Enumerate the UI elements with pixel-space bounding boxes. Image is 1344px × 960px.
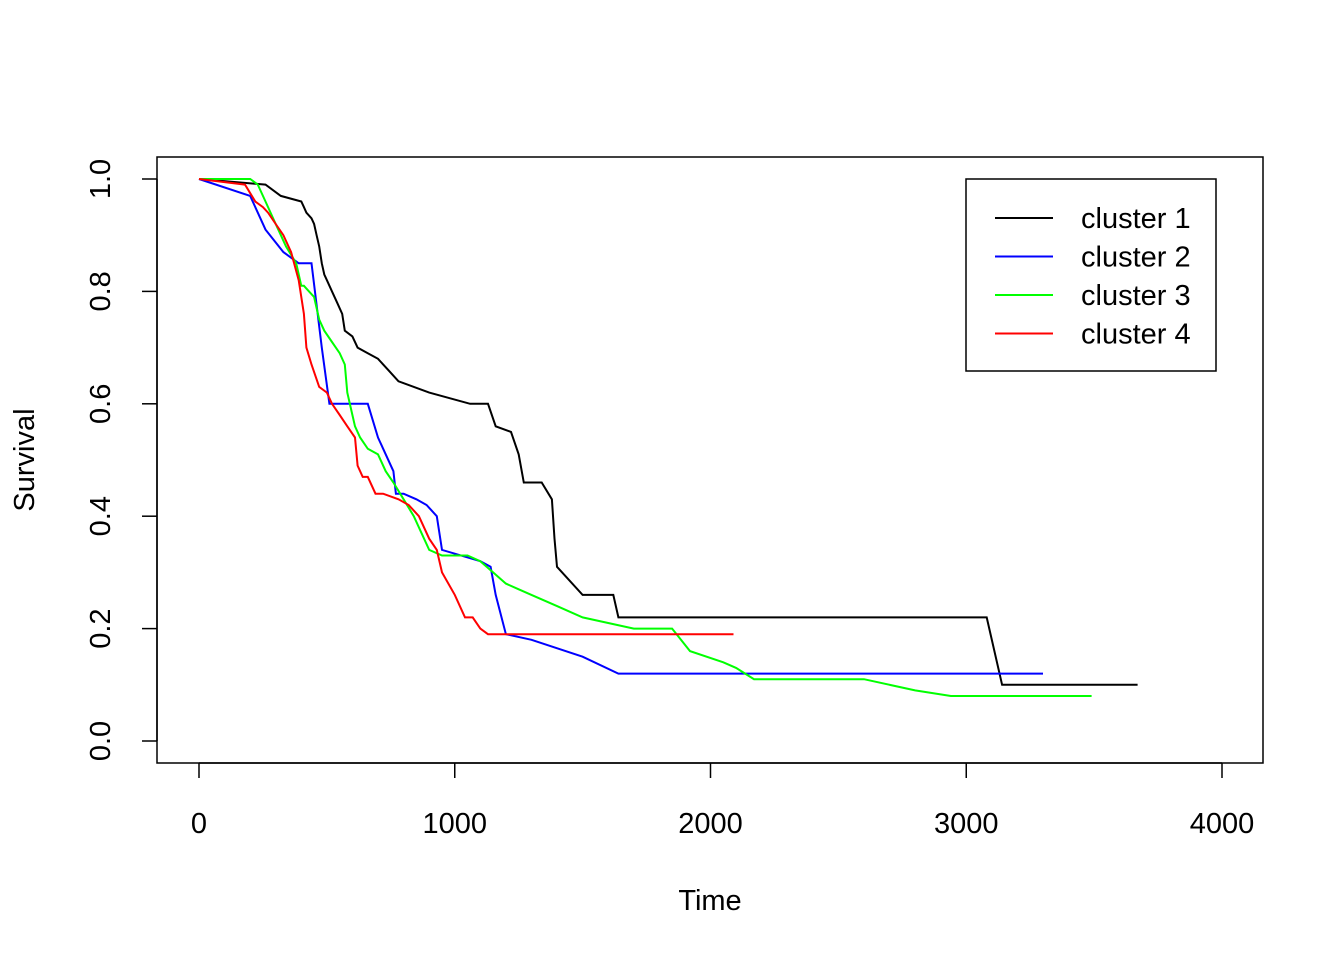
y-tick-label: 1.0: [85, 159, 117, 199]
legend-items: cluster 1 cluster 2 cluster 3 cluster 4: [995, 203, 1191, 351]
series-line-cluster-2: [198, 178, 1043, 675]
legend: cluster 1 cluster 2 cluster 3 cluster 4: [965, 178, 1217, 372]
legend-label-cluster-2: cluster 2: [1081, 242, 1191, 274]
y-tick-label: 0.2: [85, 608, 117, 648]
series-line-cluster-1: [198, 178, 1138, 686]
legend-label-cluster-1: cluster 1: [1081, 203, 1191, 235]
x-tick-label: 3000: [934, 808, 999, 840]
x-tick-label: 1000: [422, 808, 487, 840]
legend-box: [965, 178, 1217, 372]
series-line-cluster-3: [199, 178, 1092, 697]
legend-label-cluster-4: cluster 4: [1081, 319, 1191, 351]
y-axis-label: Survival: [9, 408, 41, 511]
x-tick-label: 0: [191, 808, 207, 840]
y-tick-label: 0.8: [85, 271, 117, 311]
legend-label-cluster-3: cluster 3: [1081, 280, 1191, 312]
x-tick-label: 2000: [678, 808, 743, 840]
y-tick-label: 0.4: [85, 496, 117, 536]
x-axis-label: Time: [678, 885, 741, 917]
series-layer: [198, 178, 1138, 697]
y-tick-label: 0.6: [85, 384, 117, 424]
x-tick-label: 4000: [1190, 808, 1255, 840]
x-axis: 0 1000 2000 3000 4000: [191, 762, 1255, 840]
y-tick-label: 0.0: [85, 721, 117, 761]
y-axis: 0.0 0.2 0.4 0.6 0.8 1.0: [85, 159, 158, 761]
series-line-cluster-4: [198, 178, 734, 636]
